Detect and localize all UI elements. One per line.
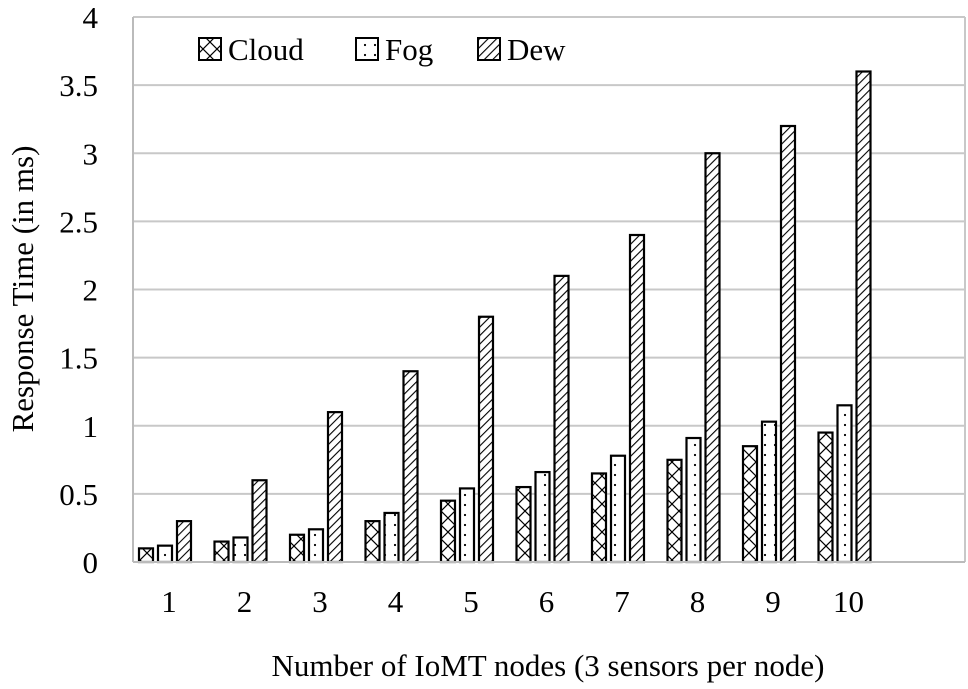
bar-fog (760, 420, 778, 564)
x-tick-label: 10 (833, 584, 864, 619)
y-tick-label: 3.5 (59, 68, 98, 103)
y-axis-title: Response Time (in ms) (5, 146, 40, 433)
bar-fog (383, 511, 400, 564)
x-tick-label: 7 (614, 584, 630, 619)
bar-cloud (213, 540, 230, 564)
bar-dew (175, 520, 193, 564)
bar-cloud (741, 445, 759, 564)
bar-cloud (439, 499, 457, 564)
x-axis-ticks: 1 2 3 4 5 6 7 8 9 10 (161, 584, 864, 619)
bar-dew (628, 233, 646, 564)
bar-dew (251, 479, 268, 564)
y-tick-label: 2 (83, 273, 99, 308)
x-tick-label: 9 (765, 584, 781, 619)
x-tick-label: 8 (690, 584, 706, 619)
bar-fog (307, 528, 325, 564)
y-tick-label: 0 (83, 545, 99, 580)
bar-fog (156, 544, 174, 564)
bar-dew (477, 315, 495, 564)
bar-fog (458, 487, 476, 564)
y-axis-ticks: 0 0.5 1 1.5 2 2.5 3 3.5 4 (59, 0, 98, 580)
y-tick-label: 2.5 (59, 204, 98, 239)
y-tick-label: 0.5 (59, 477, 98, 512)
bar-fog (534, 470, 551, 564)
legend-swatch-icon (477, 37, 501, 61)
bar-dew (326, 411, 344, 564)
y-tick-label: 4 (83, 0, 99, 35)
legend-item-dew: Dew (477, 32, 566, 67)
bar-cloud (364, 520, 381, 564)
x-tick-label: 5 (463, 584, 479, 619)
bar-dew (855, 70, 872, 564)
bar-fog (609, 454, 627, 564)
legend-item-cloud: Cloud (198, 32, 304, 67)
bar-dew (704, 152, 721, 564)
gridlines (133, 16, 966, 562)
legend-label: Fog (385, 32, 433, 67)
bar-dew (553, 274, 570, 564)
legend-label: Dew (507, 32, 566, 67)
y-tick-label: 3 (83, 136, 99, 171)
bar-fog (836, 404, 853, 564)
x-tick-label: 2 (237, 584, 253, 619)
bar-cloud (288, 533, 306, 564)
bar-fog (232, 536, 249, 564)
bars (137, 70, 872, 564)
x-tick-label: 1 (161, 584, 177, 619)
bar-cloud (137, 547, 155, 564)
bar-cloud (817, 431, 834, 564)
x-tick-label: 4 (388, 584, 404, 619)
bar-cloud (590, 472, 608, 564)
bar-cloud (515, 485, 532, 564)
y-tick-label: 1 (83, 409, 99, 444)
bar-cloud (666, 458, 683, 564)
legend-item-fog: Fog (355, 32, 433, 67)
legend-swatch-icon (355, 37, 379, 61)
bar-dew (402, 370, 419, 564)
legend: Cloud Fog Dew (198, 32, 566, 67)
legend-swatch-icon (198, 37, 222, 61)
legend-label: Cloud (228, 32, 304, 67)
y-tick-label: 1.5 (59, 341, 98, 376)
x-tick-label: 3 (312, 584, 328, 619)
bar-dew (779, 124, 797, 564)
x-tick-label: 6 (539, 584, 555, 619)
x-axis-title: Number of IoMT nodes (3 sensors per node… (271, 648, 824, 683)
bar-fog (685, 436, 702, 564)
